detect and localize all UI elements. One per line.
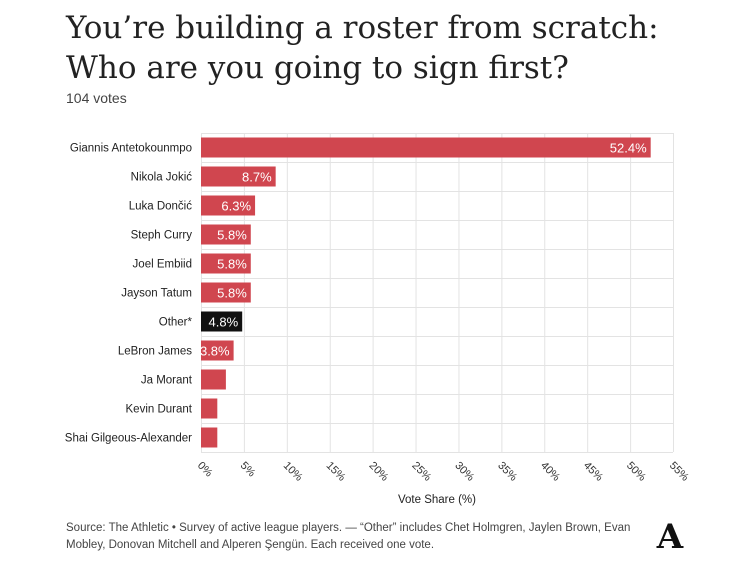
x-tick-label: 30% (452, 460, 476, 484)
bar (201, 224, 251, 245)
vote-count: 104 votes (66, 90, 127, 106)
category-label: Jayson Tatum (121, 288, 192, 300)
bar (201, 427, 218, 448)
the-athletic-logo: A (656, 517, 684, 557)
bar-chart: Giannis Antetokounmpo 52.4% Nikola Jokić 8.… (65, 133, 691, 506)
value-label: 8.7% (242, 170, 272, 185)
x-tick-label: 40% (538, 460, 562, 484)
bar (201, 311, 243, 332)
x-tick-label: 25% (409, 460, 433, 484)
chart-title: You’re building a roster from scratch: W… (66, 10, 659, 86)
x-tick-label: 20% (367, 460, 391, 484)
category-label: LeBron James (118, 346, 192, 358)
category-label: Joel Embiid (133, 259, 192, 271)
category-label: Giannis Antetokounmpo (70, 143, 192, 155)
value-label: 3.8% (200, 344, 230, 359)
category-label: Luka Dončić (129, 201, 193, 213)
x-tick-label: 45% (581, 460, 605, 484)
x-tick-label: 35% (495, 460, 519, 484)
value-label: 5.8% (217, 228, 247, 243)
category-label: Steph Curry (131, 230, 193, 242)
x-tick-label: 15% (324, 460, 348, 484)
value-label: 52.4% (610, 141, 647, 156)
x-axis-title: Vote Share (%) (398, 494, 476, 506)
bar (201, 398, 218, 419)
category-label: Shai Gilgeous-Alexander (65, 433, 192, 445)
value-label: 5.8% (217, 257, 247, 272)
bar (201, 137, 651, 158)
category-label: Nikola Jokić (131, 172, 193, 184)
bar (201, 253, 251, 274)
x-tick-label: 50% (624, 460, 648, 484)
value-label: 5.8% (217, 286, 247, 301)
bar (201, 282, 251, 303)
x-tick-label: 0% (195, 460, 215, 480)
bar (201, 340, 234, 361)
category-label: Ja Morant (141, 375, 193, 387)
category-label: Kevin Durant (126, 404, 193, 416)
source-note: Source: The Athletic • Survey of active … (66, 522, 631, 551)
bar (201, 166, 276, 187)
category-label: Other* (159, 317, 193, 329)
value-label: 4.8% (209, 315, 239, 330)
value-label: 6.3% (221, 199, 251, 214)
x-tick-label: 55% (667, 460, 691, 484)
bar (201, 195, 256, 216)
x-tick-label: 5% (238, 460, 258, 480)
bar (201, 369, 226, 390)
x-tick-label: 10% (281, 460, 305, 484)
